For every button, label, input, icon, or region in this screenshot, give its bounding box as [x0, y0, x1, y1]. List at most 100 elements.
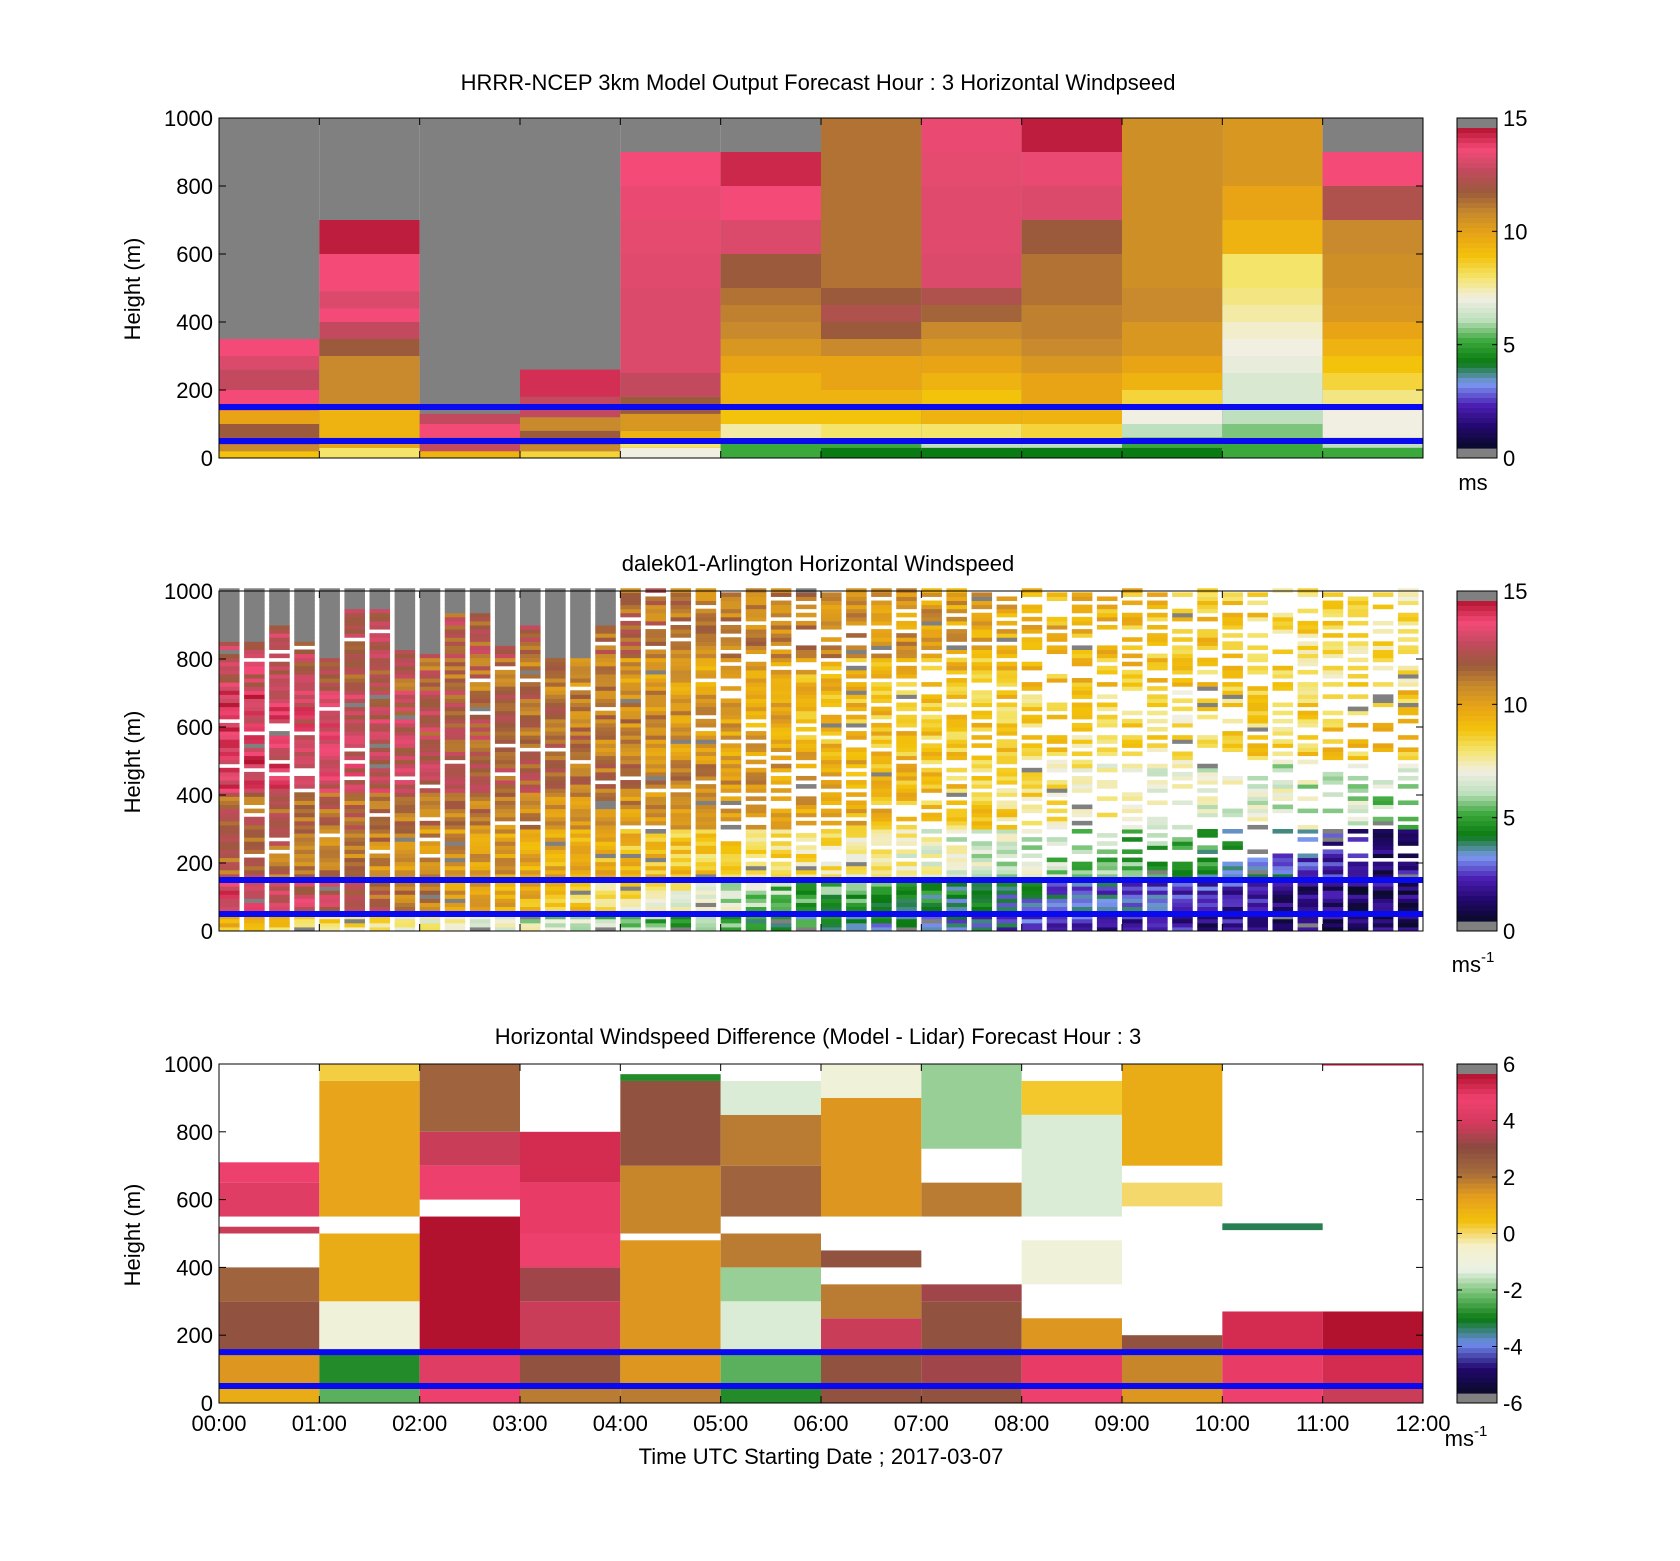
heatmap-cell [1021, 747, 1043, 752]
heatmap-cell [846, 690, 867, 695]
heatmap-cell [294, 673, 315, 679]
heatmap-cell [921, 665, 942, 671]
heatmap-cell [520, 796, 541, 801]
heatmap-cell [921, 829, 942, 834]
heatmap-cell [821, 118, 922, 288]
heatmap-cell [219, 706, 240, 712]
heatmap-cell [545, 682, 566, 687]
heatmap-cell [595, 657, 616, 663]
heatmap-cell [670, 698, 692, 704]
heatmap-cell [645, 629, 666, 634]
heatmap-cell [469, 816, 491, 822]
heatmap-cell [244, 857, 265, 863]
heatmap-cell [670, 820, 692, 826]
heatmap-cell [1021, 1240, 1122, 1285]
heatmap-cell [369, 702, 391, 708]
heatmap-cell [720, 906, 742, 912]
colorbar-under [1457, 448, 1497, 458]
heatmap-cell [394, 722, 416, 728]
colorbar-swatch [1457, 273, 1497, 279]
heatmap-cell [996, 645, 1018, 650]
missing-data-cell [419, 604, 441, 610]
heatmap-cell [1222, 829, 1243, 834]
heatmap-cell [494, 775, 516, 781]
heatmap-cell [1397, 629, 1419, 634]
heatmap-cell [670, 829, 692, 834]
heatmap-cell [645, 906, 666, 912]
heatmap-cell [620, 816, 641, 822]
heatmap-cell [620, 743, 641, 748]
heatmap-cell [294, 882, 315, 887]
heatmap-cell [896, 816, 917, 822]
heatmap-cell [971, 922, 993, 928]
heatmap-cell [946, 649, 967, 655]
heatmap-cell [570, 657, 591, 663]
heatmap-cell [219, 833, 240, 838]
heatmap-cell [795, 649, 817, 655]
heatmap-cell [1347, 620, 1369, 626]
heatmap-cell [344, 902, 365, 908]
heatmap-cell [545, 890, 566, 895]
heatmap-cell [244, 755, 265, 761]
heatmap-cell [545, 849, 566, 854]
heatmap-cell [871, 600, 892, 606]
heatmap-cell [419, 1064, 520, 1132]
heatmap-cell [720, 780, 742, 785]
heatmap-cell [269, 824, 290, 830]
heatmap-cell [1222, 894, 1243, 899]
heatmap-cell [294, 698, 315, 704]
heatmap-cell [1021, 775, 1043, 781]
heatmap-cell [394, 841, 416, 846]
heatmap-cell [1247, 743, 1268, 748]
heatmap-cell [1096, 922, 1118, 928]
heatmap-cell [1347, 706, 1369, 712]
colorbar-tick-label: -6 [1503, 1391, 1523, 1416]
heatmap-cell [469, 755, 491, 761]
heatmap-cell [620, 902, 641, 908]
heatmap-cell [1297, 653, 1319, 659]
colorbar-swatch [1457, 846, 1497, 852]
heatmap-cell [1172, 763, 1193, 769]
heatmap-cell [1222, 882, 1243, 887]
colorbar-swatch [1457, 308, 1497, 314]
heatmap-cell [369, 673, 391, 679]
heatmap-cell [520, 665, 541, 671]
heatmap-cell [1147, 625, 1168, 630]
colorbar-swatch [1457, 1173, 1497, 1180]
heatmap-cell [1247, 706, 1268, 712]
heatmap-cell [1172, 902, 1193, 908]
heatmap-cell [319, 812, 340, 818]
heatmap-cell [1172, 775, 1193, 781]
heatmap-cell [1172, 669, 1193, 675]
heatmap-cell [1197, 698, 1218, 704]
heatmap-cell [720, 784, 742, 789]
heatmap-cell [670, 702, 692, 708]
heatmap-cell [1197, 702, 1218, 708]
heatmap-cell [294, 894, 315, 899]
heatmap-cell [1071, 649, 1093, 655]
heatmap-cell [545, 735, 566, 740]
heatmap-cell [1222, 1223, 1323, 1231]
heatmap-cell [620, 678, 641, 683]
heatmap-cell [971, 824, 993, 830]
heatmap-cell [1172, 637, 1193, 642]
heatmap-cell [319, 804, 340, 810]
heatmap-cell [595, 633, 616, 638]
heatmap-cell [494, 714, 516, 720]
heatmap-cell [319, 922, 340, 928]
heatmap-cell [269, 906, 290, 912]
heatmap-cell [846, 731, 867, 736]
missing-data-cell [269, 612, 290, 618]
ref-lines [219, 877, 1423, 917]
heatmap-cell [595, 678, 616, 683]
heatmap-cell [444, 702, 466, 708]
heatmap-cell [946, 898, 967, 903]
heatmap-cell [1272, 682, 1294, 687]
heatmap-cell [745, 788, 767, 793]
heatmap-cell [319, 849, 340, 854]
colorbar-swatch [1457, 1358, 1497, 1364]
heatmap-cell [219, 410, 320, 424]
heatmap-cell [846, 918, 867, 924]
heatmap-cell [620, 784, 641, 789]
